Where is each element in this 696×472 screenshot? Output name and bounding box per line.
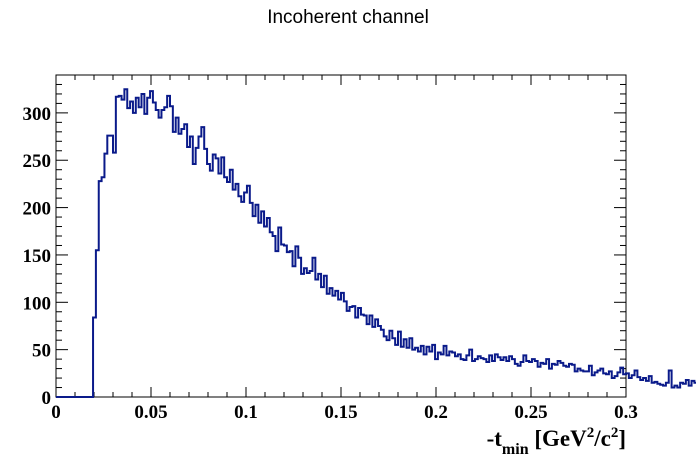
x-label-subscript: min xyxy=(502,441,529,458)
x-label-unit-2: /c xyxy=(593,426,611,451)
y-tick-label: 300 xyxy=(23,104,52,125)
x-tick-label: 0.25 xyxy=(514,402,547,423)
y-tick-label: 50 xyxy=(32,341,51,362)
x-label-unit-1: [GeV xyxy=(534,426,587,451)
x-tick-label: 0.2 xyxy=(424,402,448,423)
x-label-unit-sup-2: 2 xyxy=(611,425,619,441)
y-tick-label: 0 xyxy=(42,388,52,409)
chart-title: Incoherent channel xyxy=(267,7,429,28)
x-tick-label: 0.1 xyxy=(234,402,258,423)
x-tick-label: 0.15 xyxy=(324,402,357,423)
x-tick-labels: 0 0.05 0.1 0.15 0.2 0.25 0.3 xyxy=(51,402,638,423)
y-tick-label: 100 xyxy=(23,293,52,314)
y-tick-label: 150 xyxy=(23,246,52,267)
axis-ticks xyxy=(55,74,627,398)
histogram-series xyxy=(56,88,696,398)
y-tick-label: 200 xyxy=(23,199,52,220)
x-label-unit-sup-1: 2 xyxy=(587,425,595,441)
x-label-unit-3: ] xyxy=(618,426,626,451)
x-label-main: -t xyxy=(487,426,503,451)
x-tick-label: 0.3 xyxy=(614,402,638,423)
y-tick-labels: 0 50 100 150 200 250 300 xyxy=(23,104,52,409)
x-axis-label: -tmin [GeV2/c2] xyxy=(487,425,626,458)
y-tick-label: 250 xyxy=(23,151,52,172)
plot-frame xyxy=(55,74,627,398)
x-tick-label: 0.05 xyxy=(134,402,167,423)
x-tick-label: 0 xyxy=(51,402,61,423)
